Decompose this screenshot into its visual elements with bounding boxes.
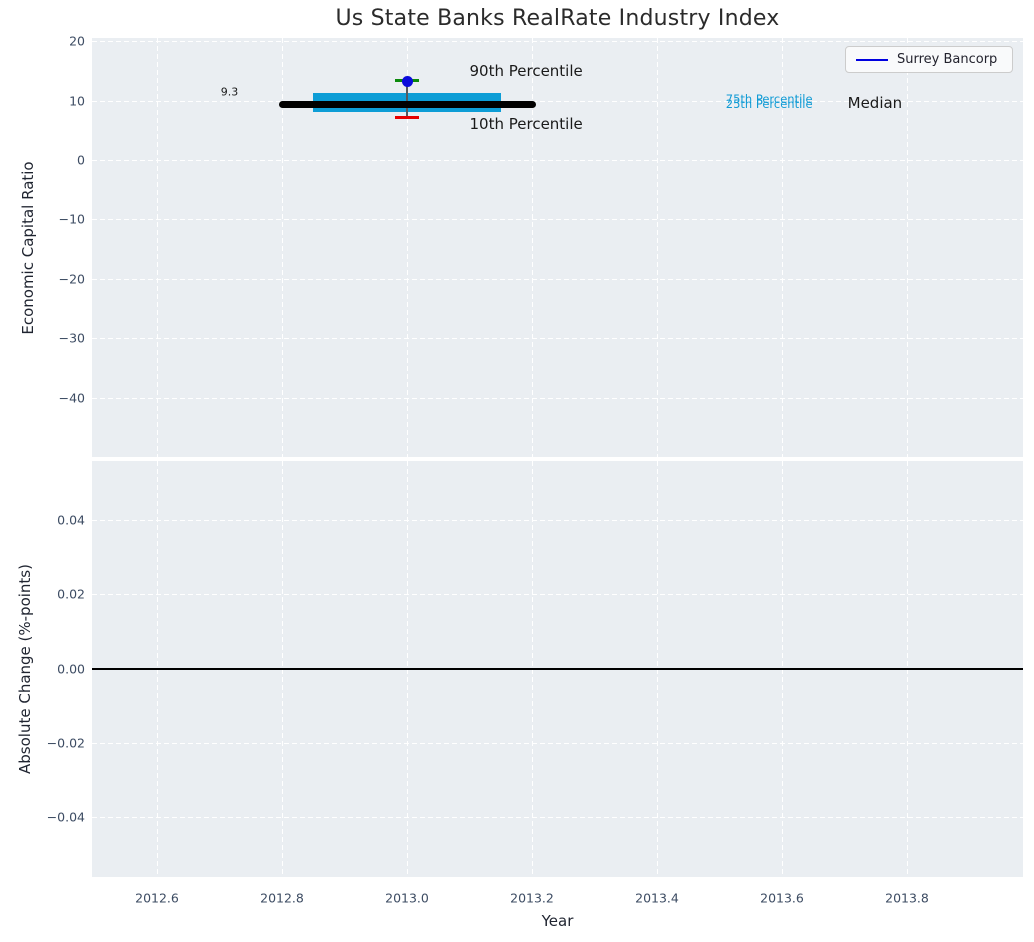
- top-axes-economic-capital-ratio: Surrey Bancorp: [92, 38, 1023, 457]
- p10-cap: [395, 115, 419, 119]
- gridline-horizontal: [92, 160, 1023, 161]
- gridline-horizontal: [92, 594, 1023, 596]
- gridline-horizontal: [92, 519, 1023, 521]
- gridline-vertical: [157, 38, 158, 457]
- y-tick-label: −10: [58, 211, 85, 227]
- annotation-10th-percentile: 10th Percentile: [469, 115, 583, 134]
- gridline-horizontal: [92, 397, 1023, 399]
- x-axis-label: Year: [541, 912, 574, 930]
- gridline-vertical: [782, 38, 783, 457]
- legend: Surrey Bancorp: [845, 46, 1013, 73]
- gridline-vertical: [407, 38, 408, 457]
- percentile-whisker-line: [406, 80, 408, 118]
- gridline-vertical: [532, 38, 533, 457]
- gridline-horizontal: [92, 338, 1023, 340]
- gridline-horizontal: [92, 742, 1023, 744]
- gridline-horizontal: [92, 278, 1023, 280]
- gridline-horizontal: [92, 219, 1023, 221]
- x-tick-label: 2013.6: [760, 890, 804, 906]
- annotation-25th-percentile: 25th Percentile: [725, 96, 813, 111]
- annotation-9-3: 9.3: [220, 85, 239, 99]
- chart-title: Us State Banks RealRate Industry Index: [335, 6, 780, 31]
- surrey-bancorp-point: [401, 76, 413, 88]
- median-line: [278, 101, 536, 109]
- y-tick-label: 20: [69, 33, 85, 49]
- y-tick-label: 0.02: [57, 586, 85, 602]
- annotation-75th-percentile: 75th Percentile: [725, 91, 813, 106]
- annotation-90th-percentile: 90th Percentile: [469, 62, 583, 81]
- legend-label: Surrey Bancorp: [897, 52, 998, 67]
- gridline-horizontal: [92, 100, 1023, 102]
- y-tick-label: 0: [77, 152, 85, 168]
- legend-line-sample: [856, 58, 888, 61]
- y-tick-label: 0.00: [57, 661, 85, 676]
- y-tick-label: 10: [69, 93, 85, 109]
- gridline-horizontal: [92, 41, 1023, 43]
- y-tick-label: −0.04: [46, 809, 85, 825]
- y-tick-label: 0.04: [57, 512, 85, 528]
- y-tick-label: −30: [58, 330, 85, 346]
- x-tick-label: 2013.8: [885, 890, 929, 906]
- x-tick-label: 2013.2: [510, 890, 554, 906]
- x-tick-label: 2013.0: [385, 890, 429, 906]
- zero-line: [92, 667, 1023, 670]
- annotation-median: Median: [847, 93, 903, 112]
- gridline-vertical: [907, 38, 908, 457]
- x-tick-label: 2013.4: [635, 890, 679, 906]
- gridline-vertical: [282, 38, 283, 457]
- gridline-vertical: [657, 38, 658, 457]
- y-tick-label: −20: [58, 271, 85, 287]
- gridline-horizontal: [92, 817, 1023, 819]
- y-tick-label: −0.02: [46, 735, 85, 751]
- x-tick-label: 2012.8: [260, 890, 304, 906]
- bottom-axes-absolute-change: [92, 461, 1023, 877]
- y-tick-label: −40: [58, 390, 85, 406]
- x-tick-label: 2012.6: [135, 890, 179, 906]
